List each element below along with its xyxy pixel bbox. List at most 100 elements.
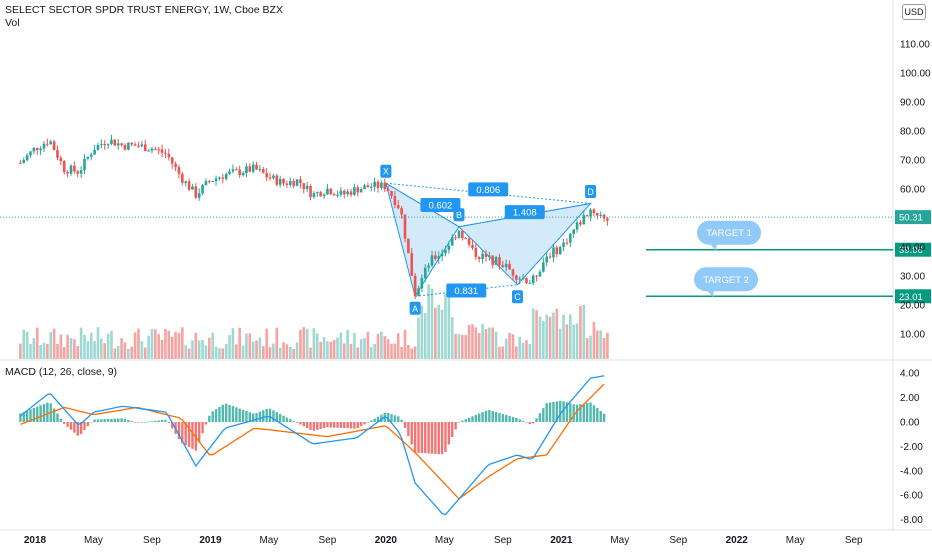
macd-histogram-bar (137, 422, 140, 423)
volume-bar (147, 335, 150, 359)
macd-histogram-bar (457, 422, 461, 423)
candle-body (261, 169, 265, 174)
macd-histogram-bar (535, 418, 538, 422)
axis-layer: 110.00 100.00 90.00 80.00 70.00 60.00 40.00 30.… (24, 40, 931, 547)
volume-bar (22, 329, 26, 359)
macd-histogram-bar (245, 411, 248, 422)
candle-body (319, 192, 322, 197)
volume-layer (19, 284, 609, 359)
volume-bar (285, 344, 289, 359)
macd-histogram-bar (46, 402, 49, 422)
pattern-point-marker[interactable] (409, 301, 421, 315)
macd-histogram-bar (569, 403, 572, 422)
volume-bar (511, 334, 515, 359)
macd-histogram-bar (79, 422, 83, 435)
macd-histogram-bar (302, 422, 305, 427)
price-tick-label: 90.00 (900, 98, 925, 109)
candle-body (268, 177, 272, 179)
macd-tick-label: 2.00 (900, 393, 920, 404)
macd-histogram-bar (474, 414, 478, 422)
volume-bar (238, 327, 241, 359)
candle-body (329, 188, 333, 195)
volume-bar (42, 342, 46, 359)
volume-bar (258, 337, 262, 359)
candle-body (491, 255, 495, 265)
volume-bar (282, 342, 285, 359)
macd-histogram-bar (417, 422, 420, 453)
macd-histogram-bar (363, 422, 366, 425)
macd-tick-label: -8.00 (900, 515, 923, 526)
candle-body (285, 183, 289, 185)
volume-bar (386, 339, 390, 359)
macd-histogram-bar (140, 422, 144, 423)
macd-histogram-bar (326, 422, 329, 428)
macd-histogram-bar (555, 401, 559, 422)
macd-histogram-bar (592, 405, 596, 422)
macd-histogram-bar (69, 422, 73, 430)
volume-bar (592, 321, 596, 359)
candle-body (288, 181, 292, 185)
macd-histogram-bar (484, 410, 488, 422)
pattern-point-marker[interactable] (380, 164, 392, 178)
macd-histogram-bar (444, 422, 447, 453)
target-bubble[interactable] (697, 220, 761, 245)
overlay-layer: X A B C D 0.806 0.602 1.408 0.831 50.31 39.06 TARGE… (0, 164, 931, 315)
pattern-point-marker[interactable] (585, 185, 597, 198)
macd-histogram-bar (397, 416, 400, 422)
target-bubble[interactable] (694, 267, 758, 292)
macd-histogram-bar (83, 422, 86, 431)
candle-body (488, 255, 491, 258)
macd-histogram-bar (343, 422, 346, 429)
currency-badge[interactable]: USD (902, 4, 926, 20)
candle-body (461, 230, 464, 239)
candle-body (481, 253, 484, 260)
pattern-point-label: C (514, 292, 521, 302)
macd-histogram-bar (305, 422, 309, 429)
macd-histogram-bar (268, 408, 272, 422)
volume-bar (538, 316, 542, 359)
macd-histogram-bar (393, 415, 397, 422)
macd-label: MACD (12, 26, close, 9) (5, 366, 118, 378)
macd-histogram-bar (157, 420, 160, 422)
macd-histogram-bar (440, 422, 444, 455)
price-tick-label: 80.00 (900, 127, 925, 138)
macd-histogram-bar (521, 420, 525, 422)
candle-body (332, 194, 336, 196)
macd-histogram-bar (275, 412, 278, 422)
macd-histogram-bar (238, 408, 241, 422)
candle-body (423, 267, 427, 279)
candle-body (265, 173, 268, 178)
macd-histogram-bar (110, 418, 113, 422)
volume-bar (427, 284, 430, 359)
candle-body (545, 256, 548, 263)
pattern-point-marker[interactable] (511, 290, 523, 304)
candle-body (484, 253, 488, 258)
target-bubble-tail (709, 242, 717, 251)
volume-bar (555, 308, 559, 359)
macd-histogram-bar (349, 422, 353, 429)
candle-body (86, 156, 90, 159)
candle-body (133, 144, 137, 146)
macd-histogram-bar (52, 408, 56, 422)
macd-histogram-bar (518, 419, 521, 422)
volume-bar (454, 334, 457, 359)
volume-bar (197, 340, 201, 359)
candle-layer (19, 135, 609, 300)
macd-signal-line (20, 383, 605, 500)
candle-body (599, 214, 602, 216)
ratio-label: 0.806 (476, 185, 500, 196)
macd-histogram-bar (596, 408, 599, 422)
macd-histogram-bar (494, 412, 498, 422)
candle-body (59, 157, 63, 162)
volume-bar (191, 340, 194, 359)
volume-bar (76, 346, 80, 359)
macd-tick-label: 4.00 (900, 369, 920, 380)
volume-bar (481, 323, 484, 359)
candle-body (403, 214, 407, 239)
volume-bar (89, 332, 93, 359)
macd-histogram-bar (420, 422, 424, 453)
target-value-badge (895, 289, 931, 304)
volume-bar (440, 309, 444, 359)
